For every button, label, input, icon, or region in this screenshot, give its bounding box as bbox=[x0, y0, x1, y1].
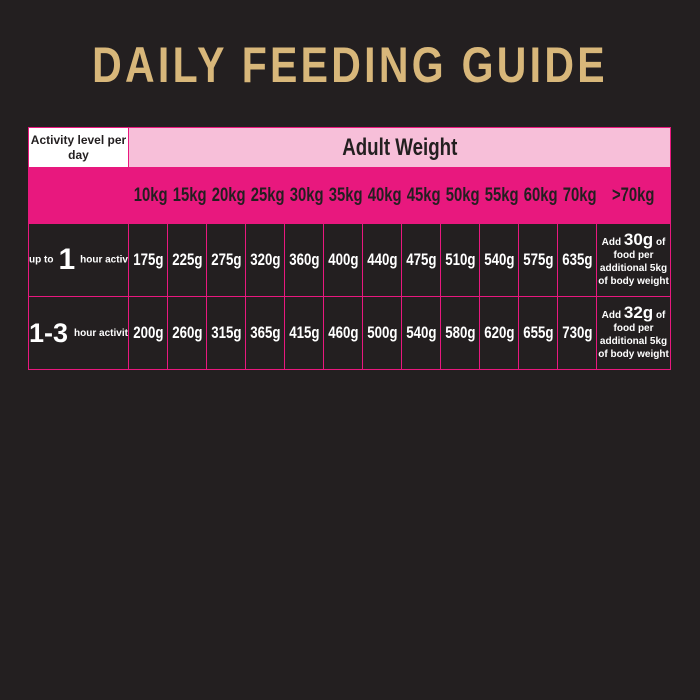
table-cell: 575g bbox=[518, 223, 558, 297]
table-cell: 460g bbox=[323, 296, 363, 370]
table-cell: 500g bbox=[362, 296, 402, 370]
table-cell: 320g bbox=[245, 223, 285, 297]
weight-header: 35kg bbox=[323, 167, 363, 224]
table-cell: 580g bbox=[440, 296, 480, 370]
weight-header: 40kg bbox=[362, 167, 402, 224]
activity-level-header: Activity level per day bbox=[28, 127, 129, 168]
extra-weight-note: Add 30g of food per additional 5kg of bo… bbox=[595, 223, 672, 297]
table-cell: 730g bbox=[557, 296, 597, 370]
activity-label: 1-3 hour activity bbox=[28, 296, 129, 370]
table-cell: 510g bbox=[440, 223, 480, 297]
header-row-group: Activity level per day Adult Weight bbox=[28, 127, 672, 168]
weight-header: 10kg bbox=[128, 167, 168, 224]
table-cell: 400g bbox=[323, 223, 363, 297]
table-cell: 540g bbox=[479, 223, 519, 297]
table-cell: 225g bbox=[167, 223, 207, 297]
table-cell: 475g bbox=[401, 223, 441, 297]
weight-header: 70kg bbox=[557, 167, 597, 224]
weight-header: 60kg bbox=[518, 167, 558, 224]
table-cell: 365g bbox=[245, 296, 285, 370]
table-cell: 315g bbox=[206, 296, 246, 370]
table-cell: 260g bbox=[167, 296, 207, 370]
weight-header: 15kg bbox=[167, 167, 207, 224]
table-cell: 415g bbox=[284, 296, 324, 370]
weight-header: 55kg bbox=[479, 167, 519, 224]
page-title: DAILY FEEDING GUIDE bbox=[92, 37, 608, 93]
weight-header: 50kg bbox=[440, 167, 480, 224]
adult-weight-header: Adult Weight bbox=[127, 127, 672, 168]
table-row: 1-3 hour activity 200g 260g 315g 365g 415… bbox=[28, 296, 672, 370]
table-cell: 635g bbox=[557, 223, 597, 297]
extra-weight-note: Add 32g of food per additional 5kg of bo… bbox=[595, 296, 672, 370]
table-cell: 360g bbox=[284, 223, 324, 297]
weight-header-over: >70kg bbox=[595, 167, 672, 224]
weight-header: 30kg bbox=[284, 167, 324, 224]
table-cell: 620g bbox=[479, 296, 519, 370]
header-row-weights: 10kg 15kg 20kg 25kg 30kg 35kg 40kg 45kg … bbox=[28, 167, 672, 224]
table-cell: 540g bbox=[401, 296, 441, 370]
weights-corner-blank bbox=[28, 167, 129, 224]
weight-header: 25kg bbox=[245, 167, 285, 224]
table-cell: 175g bbox=[128, 223, 168, 297]
weight-header: 45kg bbox=[401, 167, 441, 224]
table-cell: 440g bbox=[362, 223, 402, 297]
table-cell: 275g bbox=[206, 223, 246, 297]
table-cell: 200g bbox=[128, 296, 168, 370]
weight-header: 20kg bbox=[206, 167, 246, 224]
table-cell: 655g bbox=[518, 296, 558, 370]
feeding-guide-table: Activity level per day Adult Weight 10kg… bbox=[28, 127, 672, 370]
